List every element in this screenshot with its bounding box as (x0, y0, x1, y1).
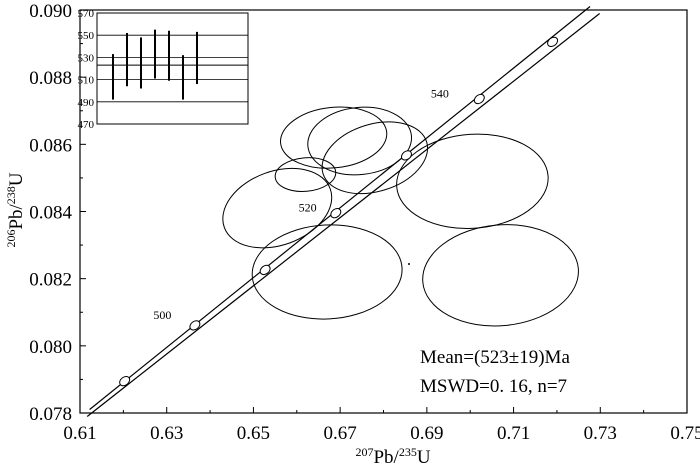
mean-age-annotation: Mean=(523±19)Ma (420, 347, 570, 368)
inset-tick-label: 550 (78, 30, 95, 42)
concordia-age-marker (401, 150, 412, 161)
concordia-age-label: 540 (431, 86, 449, 100)
error-ellipse (396, 133, 549, 229)
inset-age-plot: 470 490 510 530 550 570 (78, 8, 249, 131)
y-tick-label: 0.086 (29, 135, 72, 156)
y-tick-label: 0.078 (29, 404, 72, 425)
concordia-age-labels: 500 520 540 (153, 86, 448, 322)
error-ellipses (222, 106, 579, 327)
inset-frame (96, 12, 249, 125)
mswd-annotation: MSWD=0. 16, n=7 (420, 376, 567, 397)
concordia-age-marker (119, 375, 131, 387)
y-tick-label: 0.090 (29, 1, 72, 22)
concordia-age-marker (330, 208, 342, 219)
y-tick-label: 0.080 (29, 337, 72, 358)
inset-tick-label: 470 (78, 119, 95, 131)
stray-point (408, 263, 410, 265)
y-tick-label: 0.084 (29, 203, 72, 224)
error-ellipse (307, 106, 413, 176)
x-tick-label: 0.61 (63, 423, 96, 444)
concordia-upper-line (89, 6, 591, 410)
concordia-age-marker (473, 93, 485, 105)
error-ellipse (251, 224, 403, 320)
x-tick-label: 0.73 (584, 423, 617, 444)
x-tick-label: 0.75 (670, 423, 700, 444)
error-ellipse (274, 157, 337, 192)
y-axis-label: 206Pb/238U (4, 172, 27, 247)
x-tick-label: 0.69 (410, 423, 443, 444)
x-axis-ticks: 0.61 0.63 0.65 0.67 0.69 0.71 0.73 0.75 (63, 407, 700, 444)
concordia-age-marker (189, 320, 201, 331)
inset-tick-label: 570 (78, 8, 95, 20)
error-ellipse (422, 224, 579, 327)
y-tick-label: 0.082 (29, 270, 72, 291)
x-tick-label: 0.67 (324, 423, 357, 444)
y-tick-label: 0.088 (29, 68, 72, 89)
concordia-age-label: 500 (153, 308, 171, 322)
inset-tick-label: 530 (78, 52, 95, 64)
inset-tick-label: 510 (78, 75, 95, 87)
x-axis-label: 207Pb/235U (355, 445, 430, 468)
error-ellipse (280, 106, 388, 169)
x-tick-label: 0.65 (237, 423, 270, 444)
concordia-lower-line (86, 13, 601, 417)
inset-tick-label: 490 (78, 97, 95, 109)
x-tick-label: 0.63 (150, 423, 183, 444)
error-ellipse (222, 167, 333, 249)
concordia-age-label: 520 (299, 201, 317, 215)
x-tick-label: 0.71 (497, 423, 530, 444)
error-ellipse (321, 121, 429, 195)
concordia-age-marker (259, 264, 271, 276)
y-axis-ticks: 0.078 0.080 0.082 0.084 0.086 0.088 0.090 (29, 1, 86, 425)
concordia-curve (86, 6, 601, 417)
concordia-age-marker (547, 36, 559, 48)
